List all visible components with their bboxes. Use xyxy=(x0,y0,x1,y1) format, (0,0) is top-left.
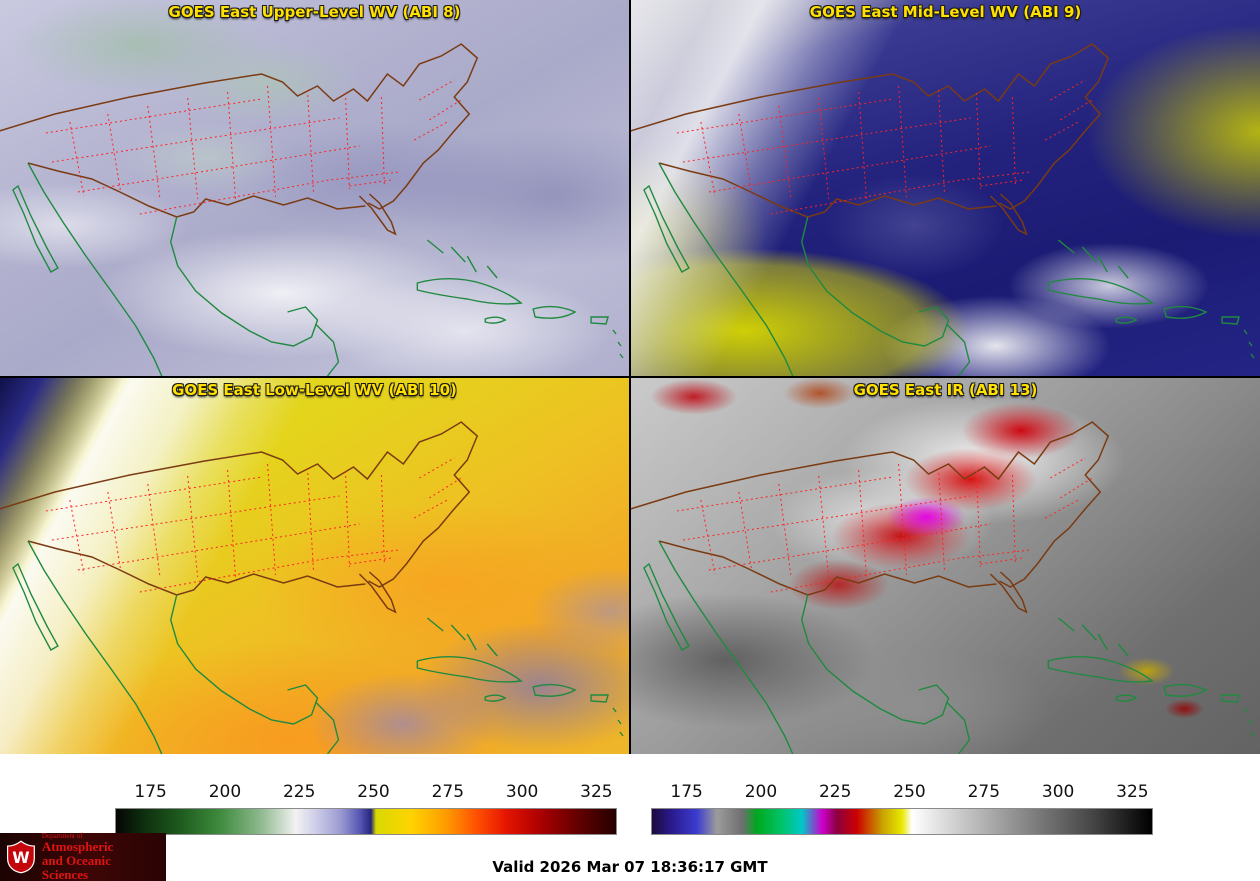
tick-label: 200 xyxy=(208,782,242,802)
wv-colorbar-ticks: 175 200 225 250 275 300 325 xyxy=(115,782,617,804)
map-overlay xyxy=(0,43,624,376)
ir-colorbar-ticks: 175 200 225 250 275 300 325 xyxy=(651,782,1153,804)
tick-label: 200 xyxy=(744,782,778,802)
panel-mid-level-wv: GOES East Mid-Level WV (ABI 9) xyxy=(631,0,1260,376)
map-overlay xyxy=(631,43,1255,376)
uw-crest-icon: W xyxy=(6,840,35,874)
tick-label: 275 xyxy=(431,782,465,802)
panel-title: GOES East Low-Level WV (ABI 10) xyxy=(172,381,457,399)
logo-dept-line: Department of xyxy=(41,831,83,840)
logo-text: Department of Atmospheric and Oceanic Sc… xyxy=(41,831,160,881)
wv-colorbar xyxy=(115,808,617,835)
panel-low-level-wv: GOES East Low-Level WV (ABI 10) xyxy=(0,378,629,754)
panel-title: GOES East Upper-Level WV (ABI 8) xyxy=(168,3,461,21)
map-overlay xyxy=(631,421,1255,754)
tick-label: 300 xyxy=(1041,782,1075,802)
panel-title: GOES East IR (ABI 13) xyxy=(853,381,1038,399)
tick-label: 275 xyxy=(967,782,1001,802)
tick-label: 250 xyxy=(893,782,926,802)
tick-label: 325 xyxy=(580,782,613,802)
ir-colorbar xyxy=(651,808,1153,835)
panel-upper-level-wv: GOES East Upper-Level WV (ABI 8) xyxy=(0,0,629,376)
tick-label: 325 xyxy=(1116,782,1149,802)
tick-label: 225 xyxy=(818,782,852,802)
crest-letter: W xyxy=(12,848,29,867)
tick-label: 300 xyxy=(505,782,539,802)
tick-label: 250 xyxy=(357,782,390,802)
panel-grid: GOES East Upper-Level WV (ABI 8) GOES Ea… xyxy=(0,0,1260,754)
panel-title: GOES East Mid-Level WV (ABI 9) xyxy=(809,3,1082,21)
tick-label: 175 xyxy=(670,782,703,802)
footer: 175 200 225 250 275 300 325 175 200 225 … xyxy=(0,754,1260,881)
tick-label: 225 xyxy=(282,782,316,802)
map-overlay xyxy=(0,421,624,754)
panel-ir: GOES East IR (ABI 13) xyxy=(631,378,1260,754)
logo-line-oceanic: and Oceanic Sciences xyxy=(41,852,111,881)
uw-aos-logo: W Department of Atmospheric and Oceanic … xyxy=(0,831,166,881)
valid-time-label: Valid 2026 Mar 07 18:36:17 GMT xyxy=(492,858,768,876)
tick-label: 175 xyxy=(134,782,167,802)
logo-line-atmospheric: Atmospheric xyxy=(41,839,114,855)
